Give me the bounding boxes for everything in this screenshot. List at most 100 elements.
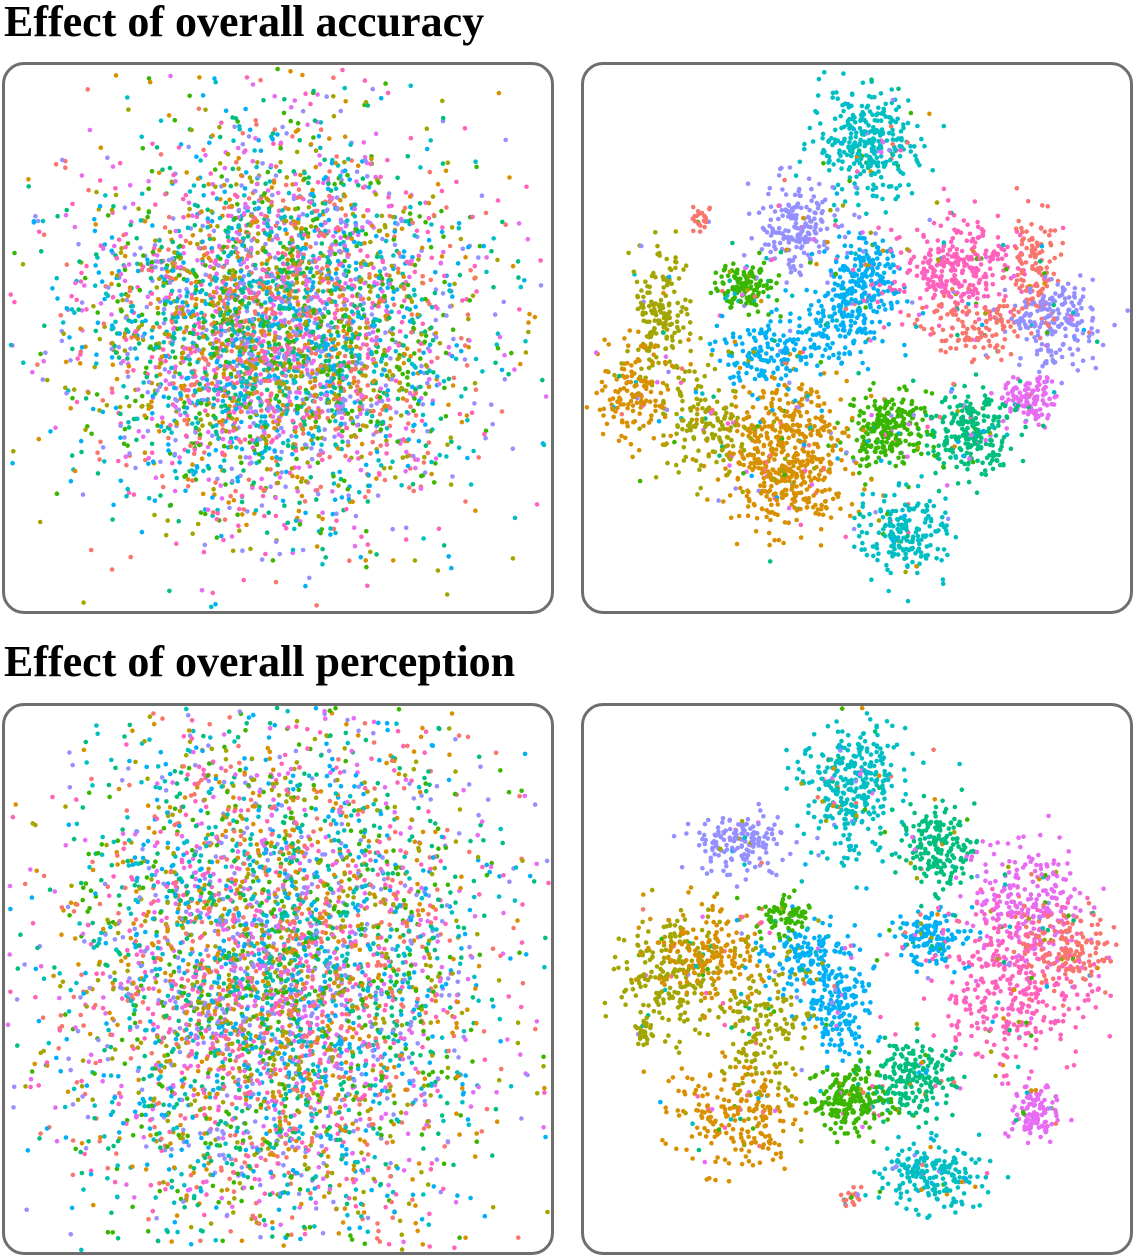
- scatter-point: [122, 435, 127, 440]
- scatter-point: [105, 213, 111, 218]
- scatter-point: [140, 146, 146, 151]
- scatter-point: [231, 395, 237, 401]
- scatter-point: [769, 257, 775, 262]
- scatter-point: [348, 384, 353, 390]
- scatter-point: [146, 186, 151, 192]
- scatter-point: [253, 118, 258, 123]
- scatter-point: [202, 450, 207, 455]
- scatter-point: [33, 213, 38, 219]
- scatter-point: [890, 127, 895, 133]
- scatter-point: [246, 134, 252, 139]
- scatter-point: [243, 318, 249, 323]
- scatter-point: [369, 349, 374, 355]
- scatter-point: [200, 278, 206, 284]
- scatter-point: [185, 268, 190, 274]
- scatter-point: [170, 320, 175, 325]
- scatter-point: [211, 228, 217, 234]
- scatter-point: [232, 192, 238, 198]
- scatter-point: [690, 204, 696, 210]
- scatter-point: [30, 369, 35, 375]
- scatter-panel-accuracy-mixed: [2, 62, 554, 614]
- scatter-point: [883, 307, 888, 312]
- scatter-point: [258, 403, 263, 408]
- scatter-point: [279, 323, 284, 328]
- scatter-point: [152, 498, 158, 504]
- scatter-point: [159, 266, 165, 272]
- scatter-point: [354, 422, 360, 428]
- scatter-point: [320, 510, 325, 516]
- scatter-point: [348, 394, 353, 399]
- scatter-point: [194, 214, 200, 220]
- scatter-point: [426, 200, 432, 206]
- scatter-point: [269, 323, 275, 329]
- scatter-point: [170, 349, 176, 354]
- scatter-point: [322, 363, 328, 369]
- scatter-point: [174, 298, 180, 304]
- scatter-point: [122, 426, 128, 432]
- scatter-point: [333, 316, 338, 321]
- scatter-point: [338, 385, 344, 391]
- scatter-point: [149, 399, 154, 405]
- scatter-point: [404, 449, 409, 455]
- scatter-point: [258, 196, 264, 201]
- scatter-point: [309, 426, 314, 431]
- scatter-point: [209, 322, 214, 327]
- scatter-point: [157, 276, 162, 282]
- scatter-point: [938, 223, 944, 229]
- scatter-point: [495, 345, 501, 351]
- scatter-point: [927, 111, 932, 117]
- scatter-point: [848, 323, 854, 329]
- scatter-point: [272, 448, 277, 453]
- scatter-point: [242, 437, 248, 442]
- scatter-point: [161, 340, 167, 345]
- scatter-point: [154, 285, 160, 290]
- scatter-point: [351, 319, 356, 324]
- scatter-point: [196, 320, 202, 326]
- scatter-point: [365, 583, 370, 589]
- scatter-point: [833, 271, 839, 277]
- scatter-point: [798, 245, 804, 251]
- scatter-point: [821, 147, 826, 153]
- scatter-point: [159, 354, 165, 360]
- scatter-point: [348, 339, 354, 345]
- scatter-point: [342, 168, 348, 173]
- scatter-point: [376, 275, 382, 280]
- scatter-point: [294, 269, 300, 274]
- scatter-point: [279, 284, 284, 290]
- scatter-point: [358, 554, 364, 560]
- scatter-point: [205, 225, 210, 230]
- scatter-point: [369, 305, 375, 310]
- scatter-point: [187, 206, 192, 212]
- scatter-point: [176, 145, 182, 150]
- scatter-point: [275, 132, 280, 137]
- scatter-point: [338, 173, 343, 179]
- scatter-point: [124, 494, 129, 499]
- scatter-plot: [8, 66, 549, 610]
- scatter-point: [215, 224, 220, 229]
- scatter-point: [60, 157, 65, 163]
- scatter-point: [186, 417, 191, 423]
- scatter-point: [412, 233, 418, 238]
- scatter-point: [869, 95, 874, 100]
- scatter-point: [341, 230, 347, 235]
- scatter-point: [783, 192, 789, 197]
- scatter-point: [524, 184, 529, 190]
- scatter-point: [456, 221, 462, 226]
- scatter-point: [265, 279, 271, 285]
- scatter-point: [236, 345, 242, 351]
- scatter-point: [866, 255, 871, 261]
- scatter-point: [244, 308, 250, 314]
- scatter-point: [817, 181, 822, 187]
- scatter-point: [284, 287, 290, 292]
- scatter-point: [185, 477, 191, 482]
- scatter-point: [167, 165, 173, 171]
- scatter-point: [227, 505, 232, 511]
- scatter-point: [880, 338, 885, 344]
- scatter-point: [389, 377, 395, 382]
- scatter-point: [67, 335, 72, 340]
- scatter-point: [477, 243, 483, 249]
- scatter-point: [199, 350, 205, 356]
- scatter-point: [200, 491, 206, 497]
- scatter-point: [239, 446, 245, 452]
- scatter-point: [413, 365, 418, 370]
